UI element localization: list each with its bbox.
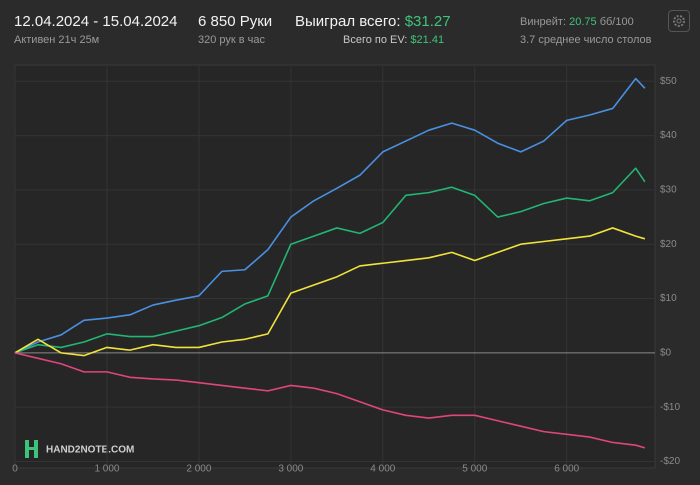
y-tick-label: $10: [660, 293, 677, 304]
y-tick-label: -$10: [660, 402, 680, 413]
winrate-unit: бб/100: [599, 16, 634, 28]
x-tick-label: 5 000: [462, 464, 487, 475]
x-tick-label: 4 000: [370, 464, 395, 475]
period: 12.04.2024 - 15.04.2024: [14, 13, 178, 30]
winrate: Винрейт: 20.75 бб/100: [520, 16, 634, 28]
x-tick-label: 3 000: [278, 464, 303, 475]
series-line: [14, 352, 646, 449]
hands: 6 850 Руки: [198, 13, 273, 30]
x-tick-label: 2 000: [186, 464, 211, 475]
y-tick-label: $20: [660, 239, 677, 250]
y-tick-label: $40: [660, 130, 677, 141]
ev-value: $21.41: [410, 34, 445, 46]
x-tick-label: 6 000: [554, 464, 579, 475]
winrate-value: 20.75: [569, 16, 597, 28]
settings-button[interactable]: [668, 10, 690, 32]
series-line: [14, 227, 646, 357]
hands-per-hour: 320 рук в час: [198, 34, 266, 46]
series-line: [14, 167, 646, 354]
y-tick-label: $50: [660, 76, 677, 87]
ev: Всего по EV: $21.41: [343, 34, 444, 46]
won: Выиграл всего: $31.27: [295, 13, 451, 30]
x-tick-label: 0: [12, 464, 18, 475]
watermark: HAND2NOTE.COM: [46, 445, 134, 456]
gear-icon: [673, 15, 685, 27]
header: 12.04.2024 - 15.04.2024 Активен 21ч 25м …: [0, 0, 700, 55]
series-line: [14, 77, 646, 354]
plot-area: [14, 64, 656, 469]
y-tick-label: $0: [660, 347, 672, 358]
ev-label: Всего по EV:: [343, 34, 408, 46]
y-tick-label: $30: [660, 185, 677, 196]
tables: 3.7 среднее число столов: [520, 34, 652, 46]
logo: HAND2NOTE.COM: [25, 440, 134, 458]
active-time: Активен 21ч 25м: [14, 34, 100, 46]
x-tick-label: 1 000: [94, 464, 119, 475]
y-tick-label: -$20: [660, 456, 680, 467]
won-value: $31.27: [404, 13, 451, 30]
won-label: Выиграл всего:: [295, 13, 401, 30]
winrate-label: Винрейт:: [520, 16, 567, 28]
